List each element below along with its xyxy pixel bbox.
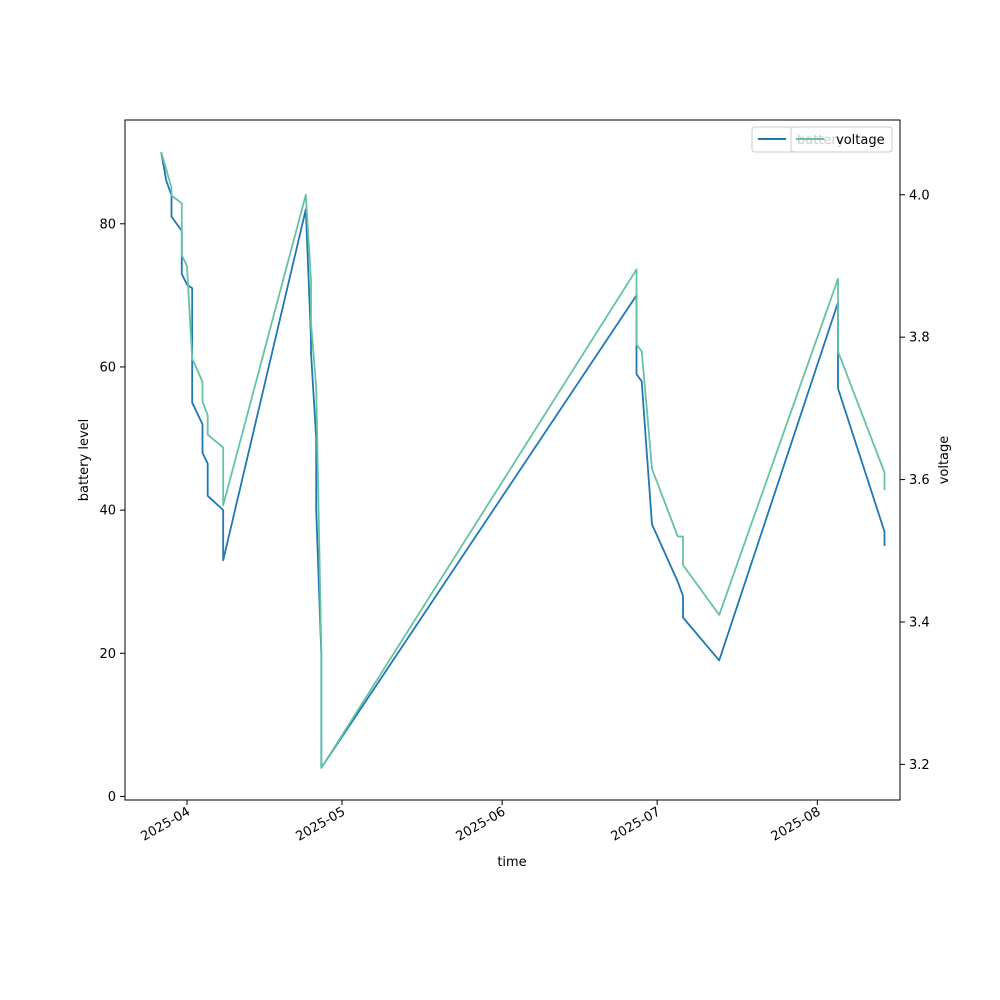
right-y-tick-label: 3.2 xyxy=(909,758,930,773)
right-y-tick-label: 4.0 xyxy=(909,188,930,203)
right-y-tick-label: 3.4 xyxy=(909,615,930,630)
left-y-tick-label: 60 xyxy=(99,360,116,375)
x-axis-label: time xyxy=(497,855,526,870)
series-line-battery xyxy=(160,152,886,769)
left-y-tick-label: 0 xyxy=(108,790,116,805)
right-y-axis-ticks: 3.2 3.4 3.6 3.8 4.0 xyxy=(900,188,930,773)
left-y-axis-label: battery level xyxy=(77,419,92,502)
series-layer xyxy=(160,151,886,769)
left-y-axis-ticks: 0 20 40 60 80 xyxy=(99,217,125,805)
plot-frame xyxy=(124,119,901,801)
right-y-tick-label: 3.6 xyxy=(909,473,930,488)
left-y-tick-label: 20 xyxy=(99,647,116,662)
legend-voltage-frame xyxy=(790,126,893,153)
series-line-voltage xyxy=(160,151,886,769)
left-y-tick-label: 40 xyxy=(99,504,116,519)
right-y-axis-label: voltage xyxy=(937,436,952,485)
legend-voltage-label: voltage xyxy=(836,133,885,148)
right-y-tick-label: 3.8 xyxy=(909,331,930,346)
legend-voltage: voltage xyxy=(790,126,893,153)
left-y-tick-label: 80 xyxy=(99,217,116,232)
